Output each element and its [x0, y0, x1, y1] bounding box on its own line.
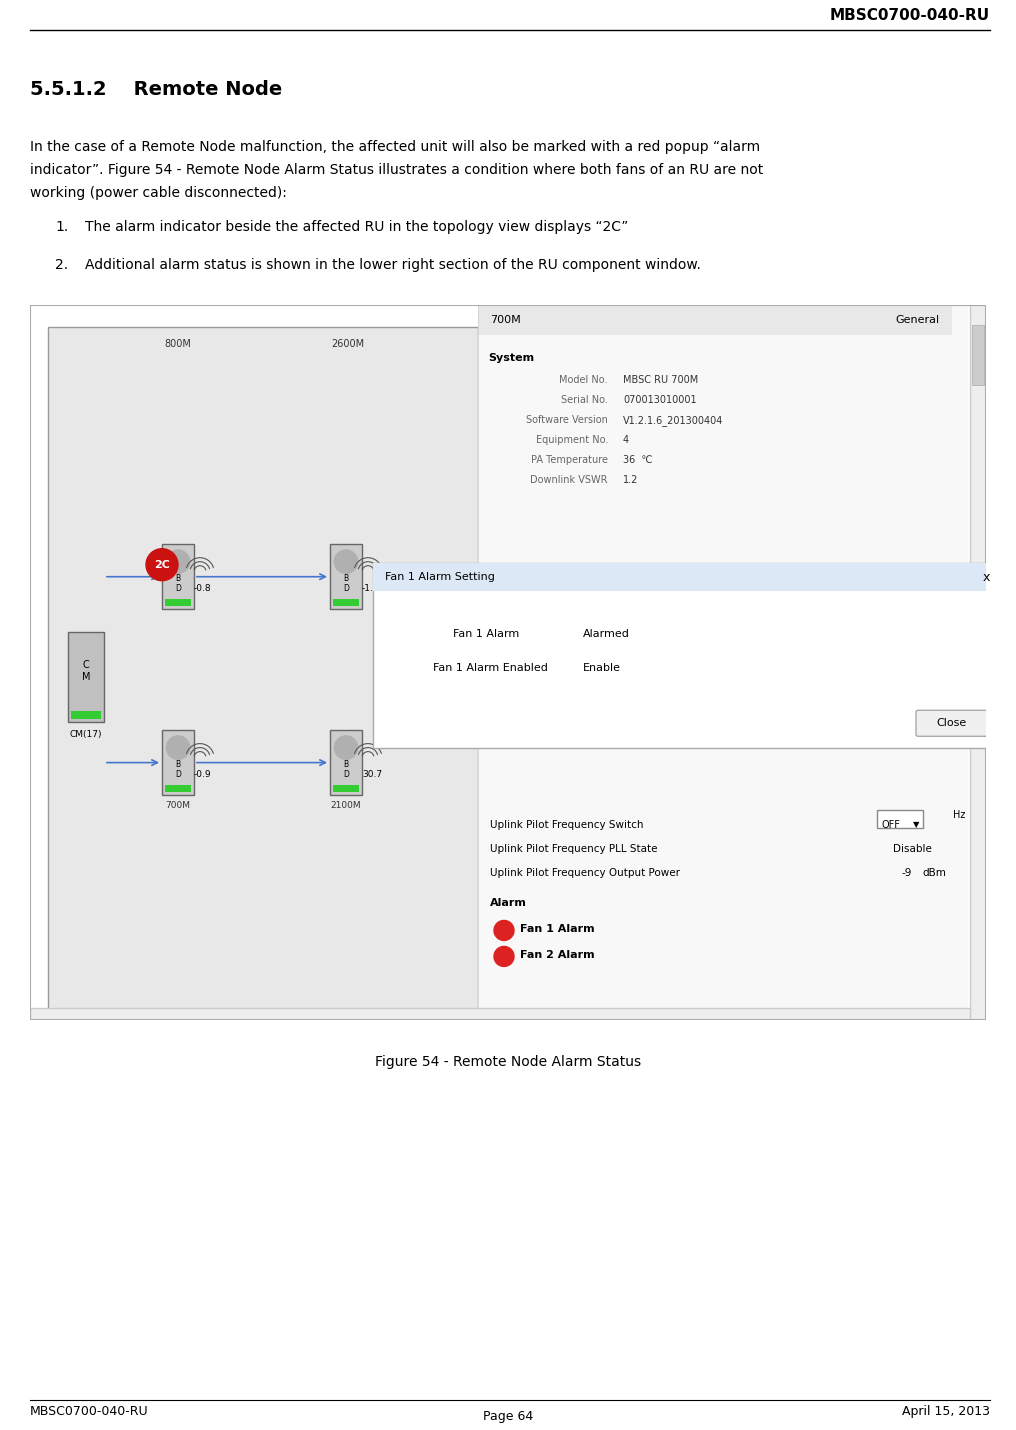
Text: B: B — [343, 761, 348, 769]
Text: April 15, 2013: April 15, 2013 — [902, 1406, 990, 1419]
Bar — [330, 731, 362, 795]
Text: CM(17): CM(17) — [70, 729, 103, 739]
Text: Software Version: Software Version — [526, 415, 608, 425]
Bar — [972, 325, 985, 385]
Text: 1.2: 1.2 — [623, 475, 638, 485]
Text: Alarm: Alarm — [490, 898, 527, 908]
Text: MBSC RU 700M: MBSC RU 700M — [623, 375, 698, 385]
Text: OFF: OFF — [882, 819, 901, 829]
Text: Uplink Pilot Frequency PLL State: Uplink Pilot Frequency PLL State — [490, 844, 657, 854]
Text: MBSC0700-040-RU: MBSC0700-040-RU — [30, 1406, 148, 1419]
Bar — [48, 327, 478, 1010]
Text: 30.7: 30.7 — [362, 771, 382, 779]
Text: 4: 4 — [623, 435, 629, 445]
Text: B: B — [176, 761, 181, 769]
Bar — [165, 599, 191, 606]
Text: 5.5.1.2    Remote Node: 5.5.1.2 Remote Node — [30, 80, 282, 99]
Text: Close: Close — [937, 718, 967, 728]
FancyBboxPatch shape — [916, 711, 988, 736]
Text: Hz: Hz — [953, 809, 965, 819]
Text: Fan 1 Alarm Enabled: Fan 1 Alarm Enabled — [433, 664, 548, 674]
Text: 070013010001: 070013010001 — [623, 395, 697, 405]
Text: 1.: 1. — [55, 220, 68, 235]
Text: D: D — [343, 585, 348, 593]
Text: 2600M: 2600M — [331, 339, 365, 349]
Text: Model No.: Model No. — [560, 375, 608, 385]
Circle shape — [334, 735, 358, 759]
Text: 36  ℃: 36 ℃ — [623, 455, 652, 465]
Bar — [71, 711, 101, 719]
Text: -0.8: -0.8 — [194, 585, 211, 593]
Text: Fan 2 Alarm: Fan 2 Alarm — [520, 951, 594, 961]
Text: Uplink Pilot Frequency Switch: Uplink Pilot Frequency Switch — [490, 819, 643, 829]
Text: V1.2.1.6_201300404: V1.2.1.6_201300404 — [623, 415, 723, 426]
Text: 2.: 2. — [55, 257, 68, 272]
Bar — [478, 305, 968, 1020]
Text: Fan 1 Alarm Setting: Fan 1 Alarm Setting — [385, 572, 495, 582]
Text: 2100M: 2100M — [330, 801, 362, 811]
Text: In the case of a Remote Node malfunction, the affected unit will also be marked : In the case of a Remote Node malfunction… — [30, 140, 760, 154]
Text: Downlink VSWR: Downlink VSWR — [530, 475, 608, 485]
Text: ▼: ▼ — [913, 819, 919, 829]
Text: B: B — [343, 575, 348, 583]
Text: Alarmed: Alarmed — [583, 629, 630, 639]
Text: Serial No.: Serial No. — [561, 395, 608, 405]
Text: Equipment No.: Equipment No. — [535, 435, 608, 445]
Bar — [373, 563, 998, 748]
Text: Page 64: Page 64 — [483, 1410, 533, 1423]
Text: dBm: dBm — [922, 868, 946, 878]
FancyBboxPatch shape — [877, 809, 923, 828]
Text: indicator”. Figure 54 - Remote Node Alarm Status illustrates a condition where b: indicator”. Figure 54 - Remote Node Alar… — [30, 163, 763, 177]
Text: M: M — [81, 672, 90, 682]
Text: Additional alarm status is shown in the lower right section of the RU component : Additional alarm status is shown in the … — [85, 257, 701, 272]
Bar — [162, 731, 194, 795]
Text: -9: -9 — [902, 868, 912, 878]
Bar — [162, 545, 194, 609]
Text: 800M: 800M — [165, 339, 191, 349]
Circle shape — [146, 549, 178, 581]
Circle shape — [334, 549, 358, 573]
Circle shape — [166, 735, 190, 759]
Text: -0.9: -0.9 — [194, 771, 211, 779]
Bar — [165, 785, 191, 792]
Text: B: B — [176, 575, 181, 583]
Circle shape — [494, 921, 514, 941]
Text: 700M: 700M — [166, 801, 190, 811]
Circle shape — [166, 549, 190, 573]
Text: D: D — [343, 771, 348, 779]
Bar — [333, 785, 359, 792]
Text: C: C — [82, 659, 89, 669]
Bar — [970, 305, 986, 1020]
Text: Figure 54 - Remote Node Alarm Status: Figure 54 - Remote Node Alarm Status — [375, 1055, 641, 1070]
Text: 700M: 700M — [490, 315, 521, 325]
Text: System: System — [488, 353, 534, 363]
Bar — [68, 632, 104, 722]
Text: x: x — [982, 571, 990, 583]
Bar — [330, 545, 362, 609]
Text: MBSC0700-040-RU: MBSC0700-040-RU — [830, 9, 990, 23]
Text: The alarm indicator beside the affected RU in the topology view displays “2C”: The alarm indicator beside the affected … — [85, 220, 628, 235]
Text: General: General — [896, 315, 940, 325]
Text: 2C: 2C — [154, 559, 170, 569]
Bar — [333, 599, 359, 606]
Bar — [478, 305, 952, 335]
Text: -1.5: -1.5 — [362, 585, 380, 593]
Text: D: D — [175, 585, 181, 593]
Text: PA Temperature: PA Temperature — [531, 455, 608, 465]
Bar — [373, 563, 998, 591]
Text: Uplink Pilot Frequency Output Power: Uplink Pilot Frequency Output Power — [490, 868, 680, 878]
Text: Fan 1 Alarm: Fan 1 Alarm — [520, 924, 594, 934]
Text: Disable: Disable — [893, 844, 932, 854]
Text: working (power cable disconnected):: working (power cable disconnected): — [30, 186, 287, 200]
Text: Enable: Enable — [583, 664, 621, 674]
Text: Fan 1 Alarm: Fan 1 Alarm — [453, 629, 519, 639]
Bar — [30, 1008, 970, 1020]
Circle shape — [494, 947, 514, 967]
Text: D: D — [175, 771, 181, 779]
